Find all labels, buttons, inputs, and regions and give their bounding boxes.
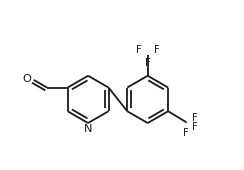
Text: F: F: [145, 58, 151, 67]
Text: F: F: [154, 45, 160, 55]
Text: F: F: [136, 45, 142, 55]
Text: F: F: [183, 128, 188, 138]
Text: F: F: [192, 122, 197, 132]
Text: O: O: [22, 74, 31, 84]
Text: F: F: [192, 113, 197, 123]
Text: N: N: [84, 124, 92, 134]
